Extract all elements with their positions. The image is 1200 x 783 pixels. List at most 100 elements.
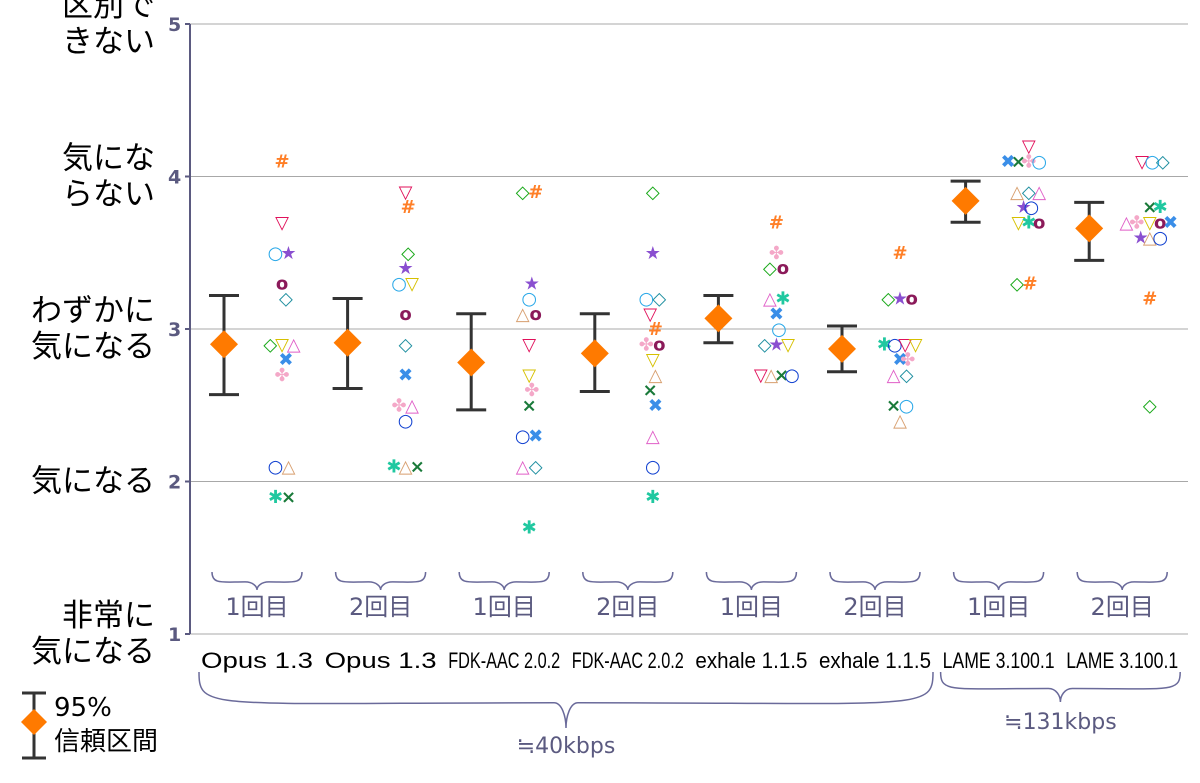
y-category-label-1-line2: 気になる xyxy=(31,634,155,670)
legend-mean-diamond xyxy=(21,709,47,735)
confidence-intervals xyxy=(209,179,1105,412)
score-marker-7-M: △ xyxy=(1143,228,1157,249)
group-brace-1 xyxy=(939,671,1181,703)
score-marker-1-M: △ xyxy=(399,456,413,477)
score-marker-6-I: △ xyxy=(1032,182,1046,203)
codec-label-7: LAME 3.100.1 xyxy=(1066,648,1178,673)
score-marker-5-M: △ xyxy=(893,411,907,432)
score-marker-3-M: △ xyxy=(648,365,662,386)
group-label-1: ≒131kbps xyxy=(1004,710,1117,735)
score-marker-0-N: ✱ xyxy=(268,487,283,508)
score-marker-4-B: ▽ xyxy=(754,365,768,386)
score-marker-6-A: # xyxy=(1023,273,1038,294)
score-marker-7-D: ★ xyxy=(1133,228,1149,249)
score-marker-3-G: ◇ xyxy=(646,182,660,203)
score-marker-2-I: △ xyxy=(516,456,530,477)
trial-label-2: 1回目 xyxy=(473,593,536,621)
score-marker-2-N: ✱ xyxy=(522,517,537,538)
score-marker-2-H: ▽ xyxy=(522,365,536,386)
mean-diamond-7 xyxy=(1075,214,1104,243)
score-marker-4-L: ○ xyxy=(784,365,800,386)
score-marker-0-C: o xyxy=(276,273,288,294)
mean-diamond-3 xyxy=(580,339,609,368)
trial-brace-5 xyxy=(829,571,921,591)
score-marker-0-H: ▽ xyxy=(275,334,289,355)
codec-label-4: exhale 1.1.5 xyxy=(695,648,807,673)
mean-diamond-2 xyxy=(457,348,486,377)
y-category-label-2-line1: 気になる xyxy=(31,464,155,500)
codec-label-5: exhale 1.1.5 xyxy=(819,648,931,673)
score-marker-4-O: × xyxy=(774,365,789,386)
tick-label-5: 5 xyxy=(168,14,181,36)
score-marker-7-K: ✤ xyxy=(1129,212,1144,233)
score-marker-1-N: ✱ xyxy=(386,456,401,477)
score-marker-1-J: ✖ xyxy=(398,365,413,386)
score-marker-3-I: △ xyxy=(646,426,660,447)
score-marker-7-E: ○ xyxy=(1145,151,1161,172)
score-marker-4-C: o xyxy=(777,258,789,279)
score-marker-0-K: ✤ xyxy=(274,365,289,386)
tick-label-3: 3 xyxy=(168,319,181,341)
score-marker-7-F: ◇ xyxy=(1156,151,1170,172)
score-marker-5-D: ★ xyxy=(892,289,908,310)
score-marker-3-N: ✱ xyxy=(645,487,660,508)
score-marker-6-M: △ xyxy=(1010,182,1024,203)
score-marker-5-A: # xyxy=(892,243,907,264)
score-marker-2-D: ★ xyxy=(524,273,540,294)
score-marker-3-D: ★ xyxy=(645,243,661,264)
trial-brace-2 xyxy=(458,571,550,591)
score-marker-2-A: # xyxy=(528,182,543,203)
codec-label-6: LAME 3.100.1 xyxy=(943,648,1055,673)
trial-label-0: 1回目 xyxy=(225,593,288,621)
score-marker-5-B: ▽ xyxy=(898,334,912,355)
score-marker-4-D: ★ xyxy=(768,334,784,355)
y-category-label-3-line1: わずかに xyxy=(31,293,155,329)
y-category-label-5-line1: 区別で xyxy=(62,0,155,24)
score-marker-6-B: ▽ xyxy=(1022,136,1036,157)
score-marker-0-L: ○ xyxy=(268,456,284,477)
score-marker-3-L: ○ xyxy=(645,456,661,477)
trial-brace-6 xyxy=(952,571,1045,591)
score-marker-5-K: ✤ xyxy=(900,350,915,371)
codec-label-2: FDK-AAC 2.0.2 xyxy=(448,648,560,673)
trial-brace-3 xyxy=(582,571,674,591)
score-marker-1-I: △ xyxy=(405,395,419,416)
score-marker-4-M: △ xyxy=(764,365,778,386)
trial-label-5: 2回目 xyxy=(843,593,906,621)
trial-label-7: 2回目 xyxy=(1091,593,1154,621)
score-marker-0-I: △ xyxy=(287,334,301,355)
x-axis-labels: 1回目 Opus 1.3 2回目 Opus 1.3 1回目 FDK-AAC 2.0.2 2回… xyxy=(201,571,1178,673)
score-marker-7-H: ▽ xyxy=(1143,212,1157,233)
score-marker-2-O: × xyxy=(522,395,537,416)
tick-label-4: 4 xyxy=(168,167,181,189)
score-marker-4-F: ◇ xyxy=(758,334,772,355)
tick-label-1: 1 xyxy=(168,624,181,646)
score-marker-0-F: ◇ xyxy=(279,289,293,310)
score-marker-2-F: ◇ xyxy=(529,456,543,477)
score-marker-1-O: × xyxy=(410,456,425,477)
score-marker-3-A: # xyxy=(648,319,663,340)
score-marker-3-C: o xyxy=(653,334,665,355)
legend-label-line1: 95% xyxy=(54,693,112,723)
trial-brace-7 xyxy=(1076,571,1168,591)
codec-label-0: Opus 1.3 xyxy=(201,648,313,673)
score-marker-5-F: ◇ xyxy=(900,365,914,386)
y-axis: 1 2 3 4 5 xyxy=(168,14,191,646)
y-category-label-4-line1: 気にな xyxy=(62,141,155,177)
score-marker-7-A: # xyxy=(1142,289,1157,310)
y-category-label-5-line2: きない xyxy=(62,24,155,60)
mean-diamond-1 xyxy=(333,328,362,357)
legend-label-line2: 信頼区間 xyxy=(54,727,158,757)
trial-label-6: 1回目 xyxy=(967,593,1030,621)
mean-diamond-5 xyxy=(828,334,856,363)
score-marker-7-G: ◇ xyxy=(1143,395,1157,416)
score-marker-3-F: ◇ xyxy=(652,289,666,310)
score-marker-4-H: ▽ xyxy=(781,334,795,355)
score-marker-5-E: ○ xyxy=(899,395,915,416)
y-category-label-1-line1: 非常に xyxy=(62,598,155,634)
trial-brace-4 xyxy=(705,571,798,591)
mean-diamond-0 xyxy=(210,330,238,359)
trial-brace-1 xyxy=(334,571,427,591)
score-marker-5-J: ✖ xyxy=(892,350,907,371)
score-marker-1-K: ✤ xyxy=(392,395,407,416)
